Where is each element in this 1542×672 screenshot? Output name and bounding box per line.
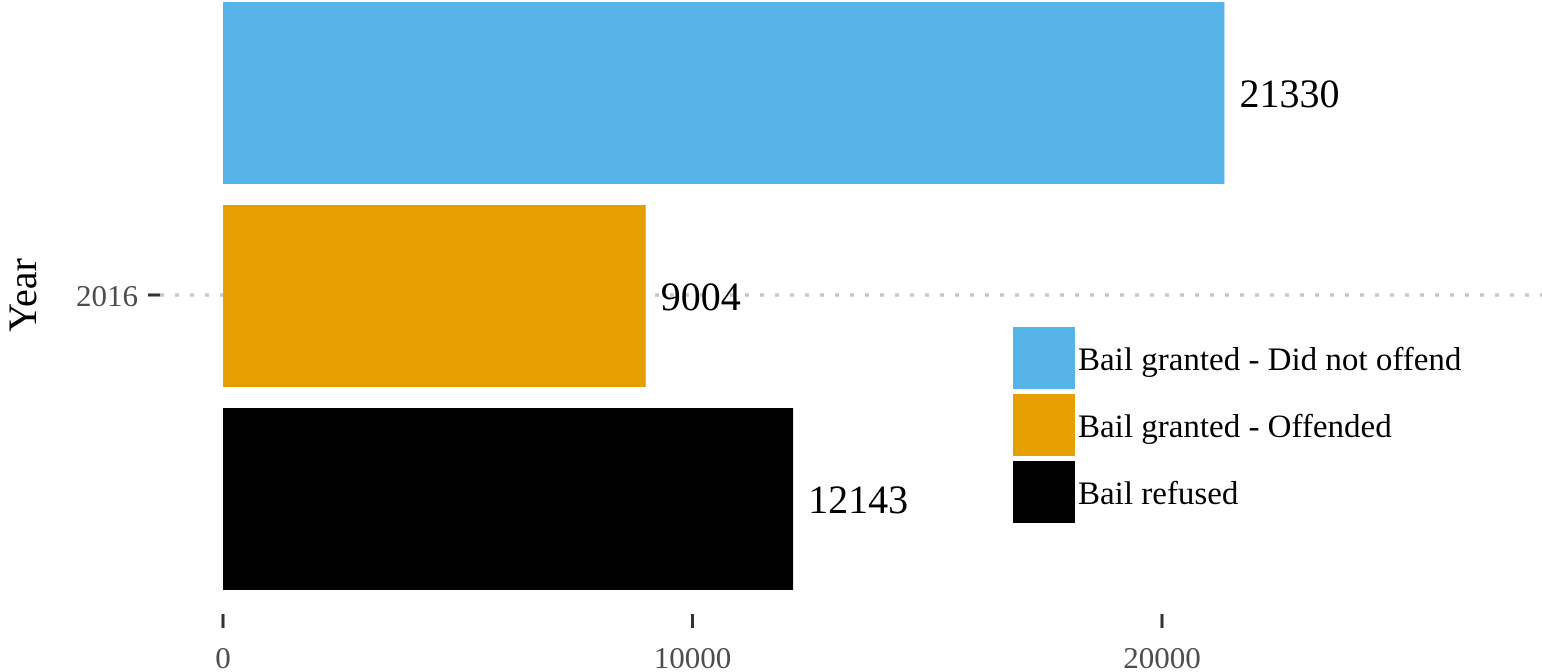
legend-swatch-1 [1013,394,1075,456]
legend-label-2: Bail refused [1078,476,1239,512]
data-label-1: 9004 [661,274,741,319]
legend-swatch-0 [1013,327,1075,389]
data-labels-layer: 21330 9004 12143 [661,71,1340,522]
x-tick-label: 10000 [654,640,732,672]
data-label-2: 12143 [808,477,908,522]
x-tick-label: 0 [215,640,231,672]
legend-label-0: Bail granted - Did not offend [1078,342,1462,378]
bar-1 [223,205,646,387]
bars-layer [223,2,1225,590]
y-tick-label: 2016 [76,278,138,313]
bar-2 [223,408,794,590]
x-tick-label: 20000 [1123,640,1201,672]
y-axis-title: Year [0,258,45,332]
legend-swatch-2 [1013,461,1075,523]
y-axis: 2016 Year [0,258,160,332]
legend: Bail granted - Did not offend Bail grante… [1013,327,1462,523]
data-label-0: 21330 [1239,71,1339,116]
x-axis: 0 10000 20000 [215,614,1201,672]
bar-0 [223,2,1225,184]
legend-label-1: Bail granted - Offended [1078,409,1392,445]
